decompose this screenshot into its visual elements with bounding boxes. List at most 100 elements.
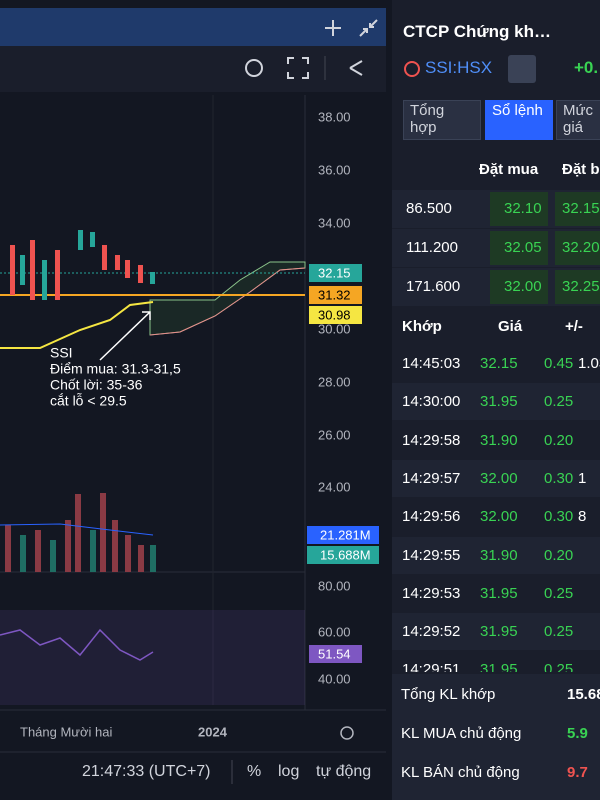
price-tag: 31.32 xyxy=(318,287,351,302)
volume-tag-bg xyxy=(307,526,379,544)
trade-change: 0.30 xyxy=(544,508,574,526)
summary-label: Tổng KL khớp xyxy=(401,686,496,703)
summary-label: KL BÁN chủ động xyxy=(401,764,520,781)
annotation-arrow xyxy=(99,311,151,361)
cloud-line xyxy=(149,267,306,336)
volume-ma xyxy=(0,523,154,536)
chart-panel: 38.00 36.00 34.00 30.00 28.00 26.00 24.0… xyxy=(0,0,392,800)
price-tag: 30.98 xyxy=(318,307,351,322)
price-tag-bg xyxy=(309,264,362,282)
share-icon[interactable] xyxy=(349,60,363,76)
summary-value: 15.68 xyxy=(567,686,600,703)
rsi-tag: 51.54 xyxy=(318,646,351,661)
chart-bg xyxy=(0,0,392,800)
trade-time: 14:29:57 xyxy=(402,469,461,487)
price-tag-bg xyxy=(309,306,362,324)
order-row: 111.200 32.05 32.20 xyxy=(392,229,600,267)
tab[interactable]: Mức giá xyxy=(556,100,600,140)
quote-panel: CTCP Chứng kh… SSI:HSX +0. Tổng hợp Sổ l… xyxy=(392,0,600,800)
trade-change: 0.25 xyxy=(544,623,574,641)
price-axis-label: 28.00 xyxy=(318,374,351,389)
log-toggle[interactable]: log xyxy=(278,763,299,780)
trade-price: 32.00 xyxy=(480,508,518,526)
summary-value: 9.7 xyxy=(567,764,588,781)
trade-time: 14:45:03 xyxy=(402,355,461,372)
trade-change: 0.25 xyxy=(544,584,574,602)
column-header: Đặt mua xyxy=(479,161,539,178)
summary: Tổng KL khớp 15.68 KL MUA chủ động 5.9 KL BÁ… xyxy=(392,674,600,800)
settings-icon[interactable] xyxy=(245,59,263,77)
price-axis-label: 34.00 xyxy=(318,215,351,230)
trade-time: 14:29:56 xyxy=(402,508,461,526)
rsi-band xyxy=(0,610,305,705)
bid-cell xyxy=(490,192,548,226)
volume-bars xyxy=(5,493,156,572)
column-header: Giá xyxy=(498,318,523,335)
trade-change: 0.20 xyxy=(544,431,574,449)
panel-title: CTCP Chứng kh… xyxy=(403,22,551,41)
price-axis-label: 30.00 xyxy=(318,321,351,336)
annotation: Điểm mua: 31.3-31,5 xyxy=(50,361,181,377)
symbol[interactable]: SSI:HSX xyxy=(425,58,493,77)
trade-row: 14:30:00 31.95 0.25 xyxy=(392,383,600,421)
bid-price: 32.00 xyxy=(504,278,542,295)
ask-cell xyxy=(555,192,600,226)
rsi-axis-label: 60.00 xyxy=(318,624,351,639)
ask-price: 32.25 xyxy=(562,278,600,295)
toolbar xyxy=(0,46,386,92)
trade-price: 32.00 xyxy=(480,469,518,487)
price-tag: 32.15 xyxy=(318,265,351,280)
price-axis-label: 36.00 xyxy=(318,162,351,177)
trade-price: 31.95 xyxy=(480,623,518,641)
trade-row: 14:29:57 32.00 0.30 1 xyxy=(392,459,600,497)
trade-volume: 8 xyxy=(578,508,587,526)
trade-row: 14:29:55 31.90 0.20 xyxy=(392,536,600,574)
trade-row: 14:29:51 31.95 0.25 xyxy=(392,651,600,672)
bid-cell xyxy=(490,270,548,304)
annotation: cắt lỗ < 29.5 xyxy=(50,393,127,409)
trade-change: 0.30 xyxy=(544,469,574,487)
header-bar xyxy=(0,8,386,46)
order-row: 171.600 32.00 32.25 xyxy=(392,268,600,306)
volume-tag: 21.281M xyxy=(320,527,371,542)
volume-tag: 15.688M xyxy=(320,547,371,562)
auto-toggle[interactable]: tự động xyxy=(316,763,371,780)
tab-active[interactable]: Sổ lệnh xyxy=(485,100,553,140)
trade-price: 31.95 xyxy=(480,584,518,602)
rsi-axis-label: 40.00 xyxy=(318,671,351,686)
ask-cell xyxy=(555,231,600,265)
annotation: SSI xyxy=(50,345,73,361)
price-tag-bg xyxy=(309,286,362,304)
trade-price: 31.90 xyxy=(480,546,518,564)
order-row: 86.500 32.10 32.15 xyxy=(392,190,600,228)
rsi-tag-bg xyxy=(309,645,362,663)
edit-button[interactable] xyxy=(508,55,536,83)
trade-price: 31.90 xyxy=(480,431,518,449)
bid-cell xyxy=(490,231,548,265)
axis-settings-icon[interactable] xyxy=(340,726,354,740)
column-header: Đặt b xyxy=(562,161,600,178)
rsi-axis-label: 80.00 xyxy=(318,578,351,593)
price-change: +0. xyxy=(574,58,599,77)
collapse-icon[interactable] xyxy=(359,19,378,37)
percent-toggle[interactable]: % xyxy=(247,763,261,780)
price-axis-label: 26.00 xyxy=(318,427,351,442)
clock-icon xyxy=(404,61,420,77)
trade-time: 14:29:52 xyxy=(402,623,461,641)
add-icon[interactable] xyxy=(325,20,341,36)
trade-row: 14:29:53 31.95 0.25 xyxy=(392,574,600,612)
fullscreen-icon[interactable] xyxy=(287,57,309,79)
trade-volume: 1 xyxy=(578,469,587,487)
trade-list: 14:45:0332.150.451.0314:30:0031.950.2514… xyxy=(392,345,600,672)
volume: 171.600 xyxy=(406,278,461,295)
summary-label: KL MUA chủ động xyxy=(401,725,522,742)
yellow-line xyxy=(0,301,154,349)
trade-change: 0.45 xyxy=(544,355,574,372)
candles xyxy=(10,230,155,300)
tab[interactable]: Tổng hợp xyxy=(403,100,481,140)
trade-row: 14:29:58 31.90 0.20 xyxy=(392,421,600,459)
trade-time: 14:29:53 xyxy=(402,584,461,602)
rsi-line xyxy=(0,628,154,661)
bid-price: 32.10 xyxy=(504,200,542,217)
